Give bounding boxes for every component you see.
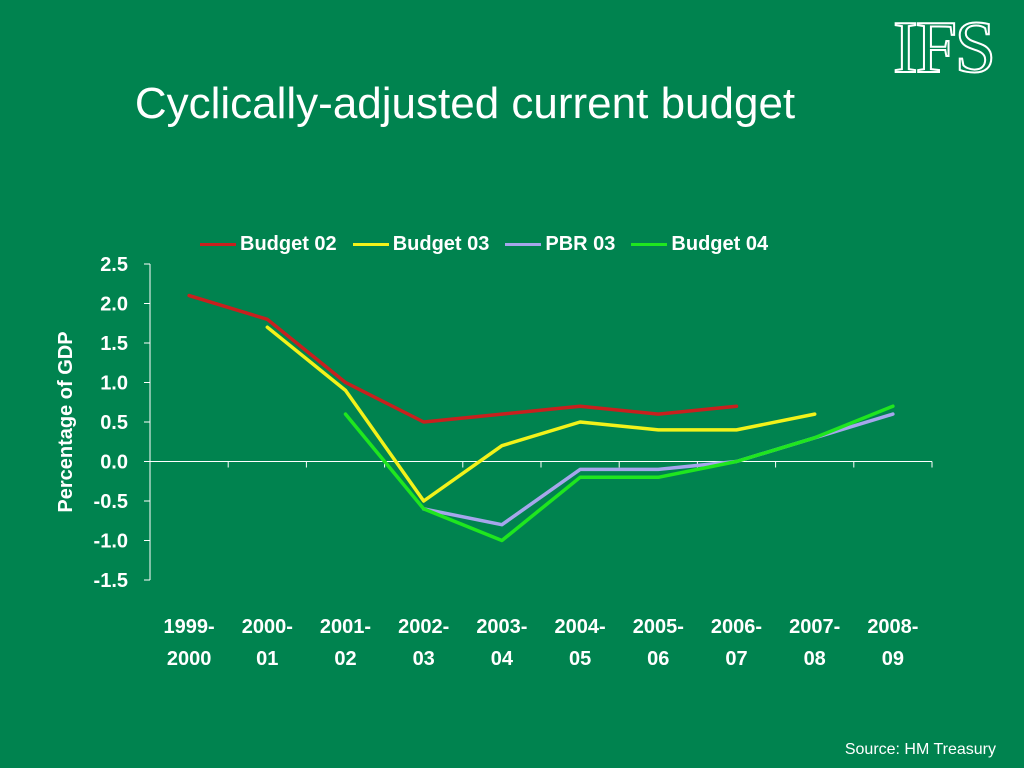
ifs-logo: IFS	[892, 7, 997, 89]
y-tick-label: 2.0	[100, 294, 128, 316]
legend-item: Budget 04	[631, 233, 768, 256]
legend-label: Budget 04	[671, 233, 769, 255]
series-line-budget-03	[265, 325, 817, 503]
y-tick-label: 0.5	[100, 412, 128, 434]
y-tick-label: -0.5	[94, 491, 128, 513]
x-tick-label: 2008-09	[867, 616, 918, 670]
x-tick-label: 2003-04	[476, 616, 527, 670]
x-tick-label: 2004-05	[555, 616, 606, 670]
y-tick-label: -1.5	[94, 570, 128, 592]
x-tick-label: 1999-2000	[164, 616, 215, 670]
chart-title: Cyclically-adjusted current budget	[134, 79, 796, 128]
x-tick-label: 2006-07	[711, 616, 762, 670]
y-tick-label: -1.0	[94, 531, 128, 553]
legend-swatch	[505, 243, 542, 246]
legend-item: Budget 02	[200, 233, 337, 256]
legend-swatch	[200, 243, 236, 246]
source-note: Source: HM Treasury	[844, 741, 996, 758]
legend-label: Budget 02	[240, 233, 337, 255]
x-tick-label: 2005-06	[633, 616, 684, 670]
x-tick-label: 2000-01	[242, 616, 293, 670]
legend-label: Budget 03	[392, 233, 490, 255]
legend-item: PBR 03	[505, 233, 615, 256]
legend-swatch	[352, 243, 389, 246]
y-tick-label: 2.5	[100, 254, 128, 276]
y-tick-label: 1.5	[100, 333, 128, 355]
series-line-budget-04	[343, 404, 895, 543]
series-line-budget-02	[187, 293, 739, 424]
chart-legend: Budget 02 Budget 03 PBR 03 Budget 04	[200, 233, 784, 256]
legend-swatch	[631, 243, 668, 246]
x-tick-label: 2007-08	[789, 616, 840, 670]
y-tick-label: 0.0	[100, 452, 128, 474]
legend-label: PBR 03	[545, 233, 616, 255]
x-tick-label: 2002-03	[398, 616, 449, 670]
x-tick-label: 2001-02	[320, 616, 371, 670]
y-axis-label: Percentage of GDP	[55, 331, 77, 512]
y-tick-label: 1.0	[100, 373, 128, 395]
legend-item: Budget 03	[352, 233, 490, 256]
